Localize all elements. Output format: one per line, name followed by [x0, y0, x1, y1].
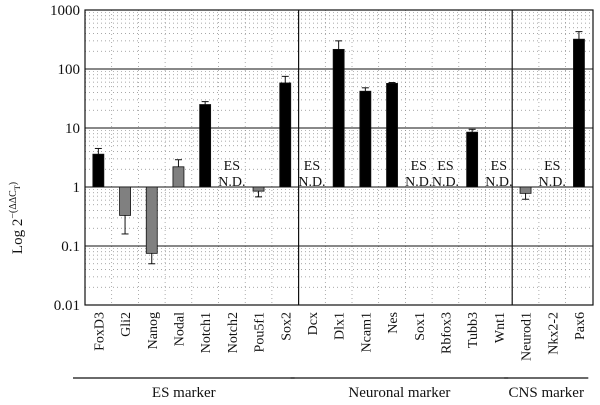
bar [332, 48, 345, 188]
category-label: Ncam1 [359, 312, 374, 352]
category-label: Notch1 [199, 312, 214, 353]
category-label: Neurod1 [520, 312, 535, 361]
bar [92, 153, 105, 188]
category-label: Nkx2-2 [546, 312, 561, 355]
plot-border [84, 9, 594, 306]
y-axis-ticks: 0.01 0.1 1 10 100 1000 [50, 3, 80, 314]
category-label: Nanog [146, 312, 161, 349]
bars: ESN.D.ESN.D.ESN.D.ESN.D.ESN.D.ESN.D. [92, 31, 585, 265]
bar [386, 83, 398, 188]
group-label: ES marker [152, 385, 216, 401]
y-tick-label: 10 [65, 121, 80, 137]
group-label: Neuronal marker [348, 385, 450, 401]
not-detected-label: N.D. [298, 175, 325, 190]
category-labels: FoxD3 Gli2 Nanog Nodal Notch1 Notch2 Pou5f1 Sox… [92, 312, 588, 361]
bar [145, 186, 158, 254]
group-brackets: ES marker Neuronal marker CNS marker [73, 377, 589, 401]
y-tick-label: 100 [58, 62, 81, 78]
category-label: Pou5f1 [253, 312, 268, 352]
not-detected-label-top: ES [304, 159, 320, 174]
bar [279, 82, 292, 188]
bar [466, 131, 479, 188]
group-label: CNS marker [509, 385, 584, 401]
bar [519, 186, 532, 194]
y-tick-label: 0.1 [61, 239, 80, 255]
not-detected-label: N.D. [405, 175, 432, 190]
category-label: Notch2 [226, 312, 241, 353]
not-detected-label: N.D. [218, 175, 245, 190]
category-label: Nes [386, 312, 401, 334]
not-detected-label: N.D. [539, 175, 566, 190]
bar [172, 166, 185, 188]
y-tick-label: 1000 [50, 3, 80, 19]
not-detected-label-top: ES [437, 159, 453, 174]
category-label: Dlx1 [333, 312, 348, 340]
category-label: Nodal [172, 312, 187, 346]
bar [252, 186, 265, 192]
y-tick-label: 0.01 [54, 298, 80, 314]
not-detected-label-top: ES [411, 159, 427, 174]
not-detected-label-top: ES [224, 159, 240, 174]
category-label: Sox1 [413, 312, 428, 341]
plot-frame [84, 9, 594, 306]
category-label: Rbfox3 [439, 312, 454, 354]
y-tick-label: 1 [73, 180, 81, 196]
bar [359, 90, 372, 188]
not-detected-label-top: ES [544, 159, 560, 174]
category-label: Dcx [306, 312, 321, 335]
not-detected-label-top: ES [491, 159, 507, 174]
category-label: Wnt1 [493, 312, 508, 343]
bar [573, 38, 585, 188]
bar [119, 186, 131, 216]
not-detected-label: N.D. [432, 175, 459, 190]
category-label: Tubb3 [466, 312, 481, 348]
y-axis-label: Log 2−(ΔΔCT) [8, 182, 26, 254]
category-label: Gli2 [119, 312, 134, 337]
category-label: FoxD3 [92, 312, 107, 351]
bar [199, 104, 212, 188]
category-label: Pax6 [573, 312, 588, 340]
category-label: Sox2 [279, 312, 294, 341]
not-detected-label: N.D. [485, 175, 512, 190]
